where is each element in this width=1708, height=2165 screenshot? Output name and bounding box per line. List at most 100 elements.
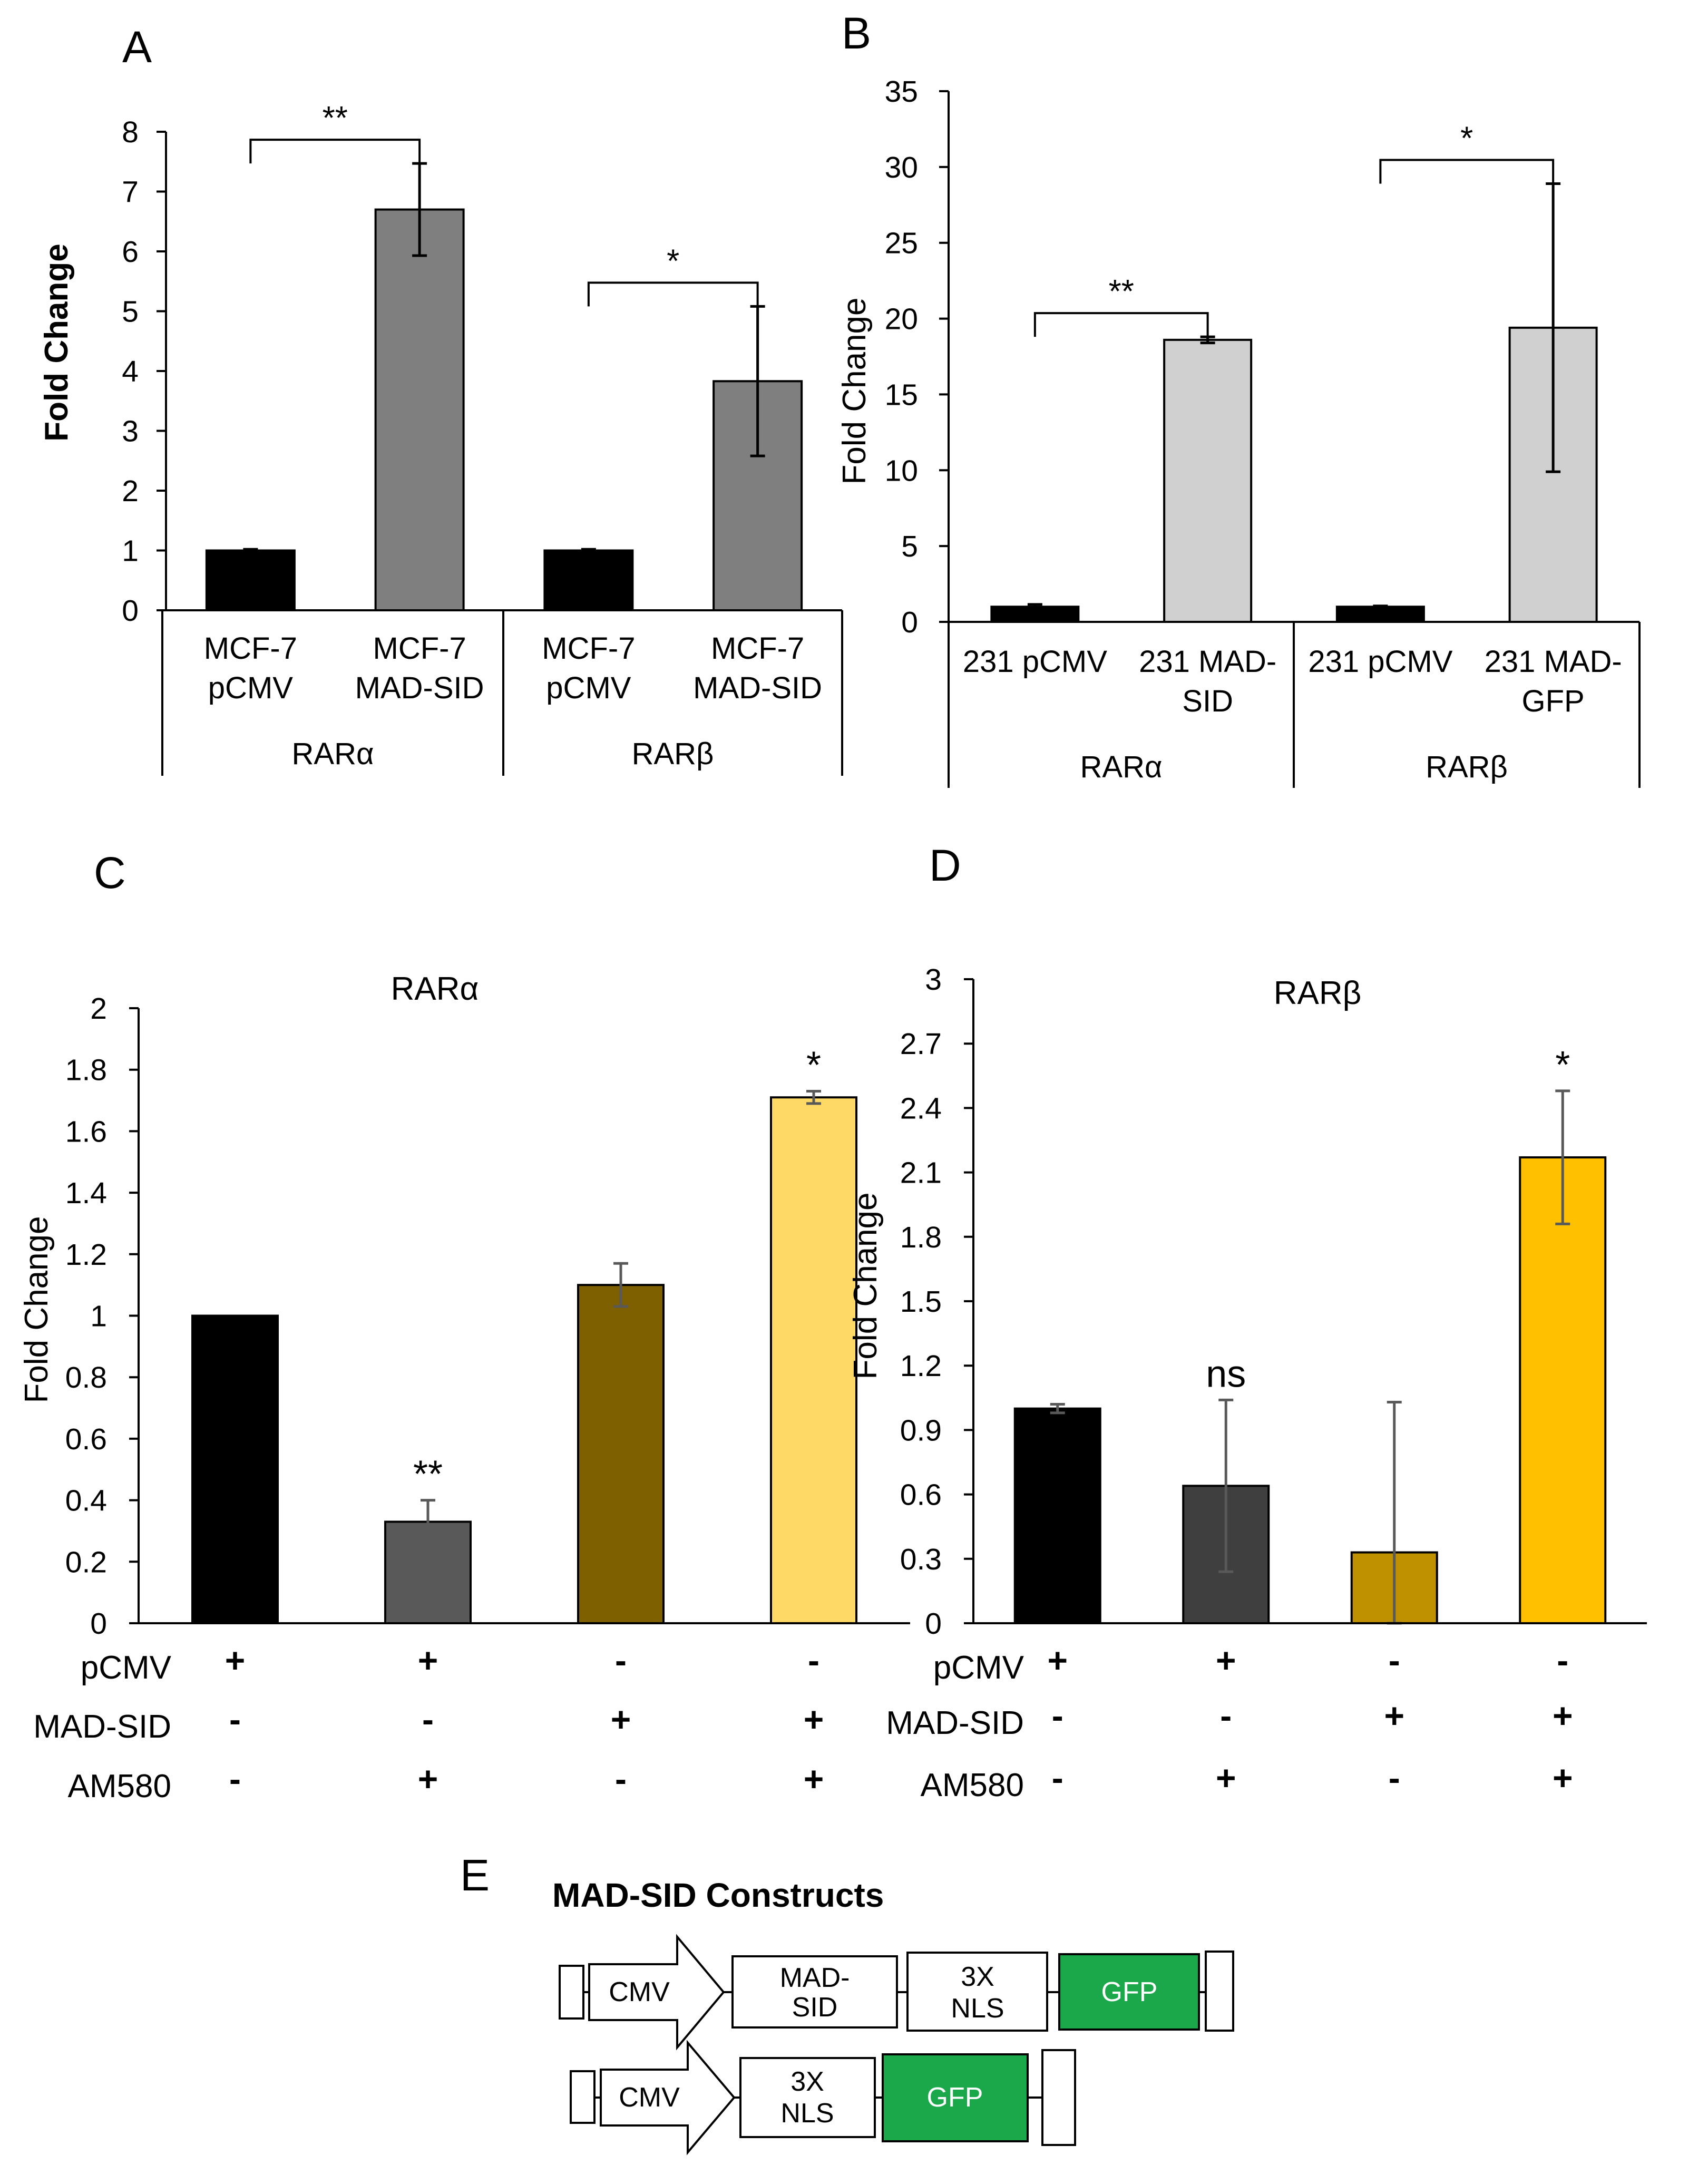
y-tick-label: 8 [122, 115, 139, 149]
construct-row-1: CMV MAD- SID 3X NLS GFP [559, 1934, 1234, 2051]
panel-e-label: E [460, 1850, 490, 1900]
y-tick-label: 2 [90, 992, 107, 1026]
treatment-sign: - [422, 1700, 434, 1739]
treatment-label: MAD-SID [33, 1709, 171, 1745]
group-label: RARβ [632, 737, 714, 771]
treatment-label: pCMV [81, 1650, 172, 1686]
treatment-sign: + [1216, 1641, 1236, 1680]
treatment-sign: + [1553, 1696, 1573, 1735]
y-tick-label: 1 [90, 1300, 107, 1333]
box-label: SID [792, 1992, 838, 2023]
gfp-box [1058, 1953, 1200, 2031]
panel-b-y-axis-title: Fold Change [836, 297, 873, 484]
terminator-box [559, 1965, 584, 2020]
category-label: 231 pCMV [963, 645, 1107, 679]
y-tick-label: 10 [885, 454, 918, 487]
y-tick-label: 0 [925, 1607, 942, 1641]
y-tick-label: 1.4 [65, 1176, 107, 1210]
treatment-sign: - [1389, 1641, 1400, 1680]
y-tick-label: 1.8 [65, 1054, 107, 1087]
terminator-box [1205, 1951, 1234, 2032]
y-tick-label: 0.2 [65, 1545, 107, 1579]
panel-b-category-labels: 231 pCMV 231 MAD- SID 231 pCMV 231 MAD- GFP RA… [963, 645, 1622, 784]
panel-a-axes [161, 132, 843, 776]
box-label: NLS [780, 2098, 834, 2129]
box-label: GFP [1101, 1977, 1158, 2007]
treatment-sign: - [1557, 1641, 1568, 1680]
box-label: 3X [790, 2066, 824, 2097]
treatment-sign: + [1047, 1641, 1068, 1680]
y-tick-label: 2 [122, 474, 139, 508]
panel-d-y-axis-title: Fold Change [847, 1192, 884, 1379]
panel-b-label: B [842, 8, 871, 58]
panel-d-y-ticks: 0 0.3 0.6 0.9 1.2 1.5 1.8 2.1 2.4 2.7 3 [900, 963, 973, 1641]
y-tick-label: 5 [901, 530, 918, 563]
significance-bracket [1033, 312, 1209, 337]
bar [205, 549, 296, 611]
treatment-sign: + [804, 1759, 824, 1798]
panel-d-bars: ns * [1013, 1044, 1607, 1625]
y-tick-label: 7 [122, 175, 139, 209]
y-tick-label: 0.6 [900, 1478, 942, 1512]
cmv-promoter-arrow [588, 1934, 725, 2051]
significance-label: ** [1109, 274, 1134, 310]
panel-c-bars: *** [191, 1045, 857, 1625]
bar [1335, 606, 1425, 623]
bar-annotation: ** [413, 1454, 443, 1496]
panel-a-y-axis-title: Fold Change [38, 243, 75, 441]
category-label: SID [1182, 684, 1233, 718]
bar [1519, 1156, 1607, 1624]
treatment-sign: + [418, 1759, 438, 1798]
treatment-sign: - [229, 1759, 241, 1798]
bar-annotation: * [1555, 1044, 1570, 1086]
panel-b-axes [948, 91, 1641, 788]
y-tick-label: 5 [122, 295, 139, 329]
category-label: MCF-7 [542, 631, 635, 666]
treatment-sign: + [611, 1700, 631, 1739]
box-label: MAD- [780, 1963, 850, 1993]
treatment-sign: - [1389, 1758, 1400, 1797]
category-label: MCF-7 [373, 631, 466, 666]
category-label: pCMV [208, 671, 293, 705]
category-label: MCF-7 [711, 631, 804, 666]
significance-bracket [249, 139, 421, 164]
treatment-label: AM580 [921, 1767, 1024, 1803]
bar [1013, 1407, 1101, 1625]
promoter-label: CMV [609, 1977, 670, 2007]
box-label: 3X [961, 1962, 994, 1992]
panel-c-title: RARα [391, 971, 479, 1007]
significance-label: ** [323, 100, 348, 136]
y-tick-label: 0.3 [900, 1543, 942, 1576]
category-label: pCMV [546, 671, 631, 705]
y-tick-label: 35 [885, 75, 918, 109]
category-label: 231 MAD- [1139, 645, 1276, 679]
group-label: RARα [1080, 750, 1163, 784]
treatment-sign: - [1052, 1758, 1063, 1797]
y-tick-label: 1.5 [900, 1285, 942, 1319]
significance-bracket [587, 281, 759, 307]
panel-d-axes [972, 979, 1647, 1624]
mad-sid-box [731, 1955, 898, 2029]
group-label: RARβ [1426, 750, 1508, 784]
panel-b-y-ticks: 0 5 10 15 20 25 30 35 [885, 75, 949, 639]
treatment-sign: - [1052, 1696, 1063, 1735]
constructs-title: MAD-SID Constructs [552, 1876, 884, 1914]
bar [577, 1284, 665, 1624]
panel-c: C RARα Fold Change 0 0.2 0.4 0.6 0.8 1 1.2 1.4 1… [18, 848, 910, 1805]
y-tick-label: 3 [122, 415, 139, 448]
y-tick-label: 0 [122, 594, 139, 628]
y-tick-label: 0.6 [65, 1422, 107, 1456]
panel-d: D RARβ Fold Change 0 0.3 0.6 0.9 1.2 1.5 1.8 2.… [847, 841, 1647, 1803]
category-label: MAD-SID [355, 671, 484, 705]
y-tick-label: 0.4 [65, 1484, 107, 1518]
cmv-promoter-arrow [600, 2040, 736, 2156]
treatment-label: pCMV [933, 1650, 1024, 1686]
treatment-sign: + [225, 1641, 246, 1680]
y-tick-label: 1 [122, 534, 139, 568]
treatment-sign: + [1384, 1696, 1404, 1735]
y-tick-label: 0.9 [900, 1413, 942, 1447]
bar [191, 1314, 279, 1624]
treatment-sign: - [615, 1759, 627, 1798]
y-tick-label: 2.4 [900, 1091, 942, 1125]
